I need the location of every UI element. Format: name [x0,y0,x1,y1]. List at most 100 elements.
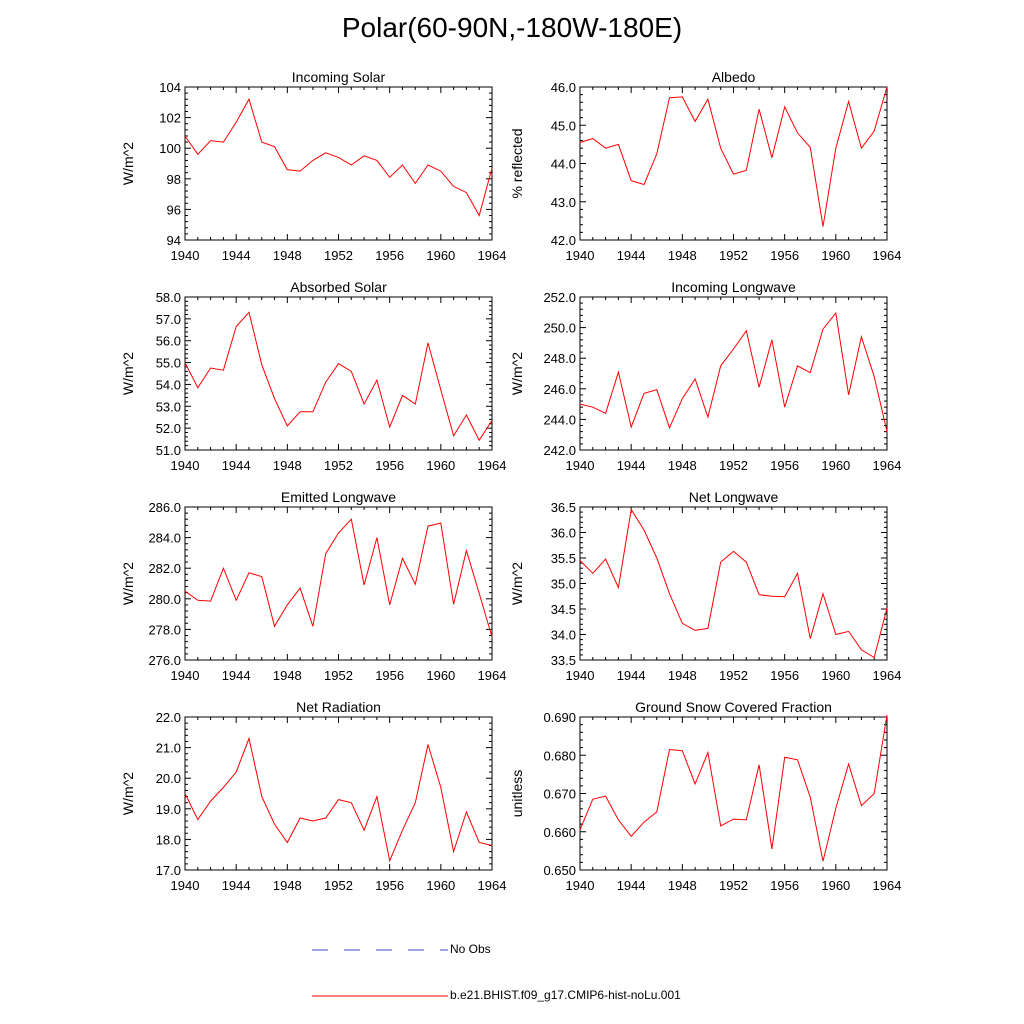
chart-panel-4: 1940 1944 1948 1952 1956 1960 1964 276.0 278.0 28… [120,489,506,683]
y-tick-label: 0.680 [543,748,576,763]
x-tick-label: 1956 [375,248,404,263]
y-axis-label: W/m^2 [509,352,525,395]
x-tick-label: 1956 [770,878,799,893]
plot-frame [579,716,888,871]
x-tick-label: 1956 [375,668,404,683]
chart-panel-3: 1940 1944 1948 1952 1956 1960 1964 242.0 244.0 24… [509,279,901,473]
y-tick-label: 246.0 [543,382,576,397]
x-tick-label: 1940 [566,458,595,473]
x-tick-label: 1956 [770,458,799,473]
y-tick-label: 18.0 [156,832,181,847]
y-tick-label: 280.0 [148,592,181,607]
x-tick-label: 1952 [719,668,748,683]
y-tick-label: 35.0 [551,577,576,592]
x-tick-label: 1956 [375,458,404,473]
x-tick-label: 1956 [770,668,799,683]
series-line [579,86,888,227]
x-tick-label: 1964 [873,248,902,263]
series-line [184,311,493,442]
y-axis-label: W/m^2 [120,562,136,605]
panel-title: Net Longwave [689,489,779,505]
panel-title: Albedo [712,69,756,85]
x-tick-label: 1944 [222,668,251,683]
y-axis-label: unitless [509,770,525,817]
legend [312,949,448,997]
x-tick-label: 1944 [222,878,251,893]
x-tick-label: 1940 [171,668,200,683]
x-tick-label: 1960 [426,458,455,473]
x-tick-label: 1964 [478,668,507,683]
y-tick-label: 42.0 [551,233,576,248]
x-tick-label: 1964 [873,668,902,683]
y-axis-label: W/m^2 [120,772,136,815]
y-tick-label: 284.0 [148,531,181,546]
y-tick-label: 57.0 [156,312,181,327]
y-tick-label: 0.650 [543,863,576,878]
x-tick-label: 1964 [478,458,507,473]
x-tick-label: 1960 [821,458,850,473]
y-tick-label: 282.0 [148,561,181,576]
y-axis-label: W/m^2 [509,562,525,605]
y-tick-label: 104 [159,80,181,95]
y-tick-label: 96 [167,202,181,217]
x-tick-label: 1956 [375,878,404,893]
y-tick-label: 46.0 [551,80,576,95]
x-tick-label: 1956 [770,248,799,263]
x-tick-label: 1940 [566,668,595,683]
x-tick-label: 1944 [617,458,646,473]
plot-frame [184,506,493,661]
y-tick-label: 56.0 [156,334,181,349]
x-tick-label: 1948 [668,458,697,473]
x-tick-label: 1944 [222,248,251,263]
x-tick-label: 1960 [426,248,455,263]
y-tick-label: 98 [167,172,181,187]
y-tick-label: 286.0 [148,500,181,515]
x-tick-label: 1960 [821,248,850,263]
y-tick-label: 44.0 [551,157,576,172]
x-tick-label: 1948 [273,248,302,263]
x-tick-label: 1940 [171,248,200,263]
y-tick-label: 250.0 [543,321,576,336]
x-tick-label: 1940 [171,458,200,473]
y-tick-label: 54.0 [156,377,181,392]
y-tick-label: 36.0 [551,526,576,541]
y-tick-label: 100 [159,141,181,156]
y-tick-label: 33.5 [551,653,576,668]
y-tick-label: 244.0 [543,412,576,427]
x-tick-label: 1952 [719,248,748,263]
panel-title: Incoming Longwave [671,279,796,295]
x-tick-label: 1960 [426,668,455,683]
x-tick-label: 1952 [324,878,353,893]
panel-title: Absorbed Solar [290,279,387,295]
plot-frame [184,296,493,451]
y-tick-label: 94 [167,233,181,248]
plot-frame [579,296,888,451]
chart-panel-0: 1940 1944 1948 1952 1956 1960 1964 94 96 98 100 102… [120,69,506,263]
y-tick-label: 55.0 [156,356,181,371]
y-tick-label: 0.690 [543,710,576,725]
y-tick-label: 43.0 [551,195,576,210]
x-tick-label: 1964 [873,458,902,473]
y-tick-label: 17.0 [156,863,181,878]
x-tick-label: 1960 [821,668,850,683]
x-tick-label: 1948 [668,248,697,263]
plot-frame [579,86,888,241]
figure-title: Polar(60-90N,-180W-180E) [341,12,683,43]
y-tick-label: 0.670 [543,787,576,802]
x-tick-label: 1948 [668,878,697,893]
plot-frame [579,506,888,661]
x-tick-label: 1948 [273,458,302,473]
y-tick-label: 51.0 [156,443,181,458]
x-tick-label: 1952 [324,668,353,683]
y-tick-label: 19.0 [156,802,181,817]
plot-frame [184,86,493,241]
y-tick-label: 248.0 [543,351,576,366]
panel-title: Emitted Longwave [281,489,396,505]
x-tick-label: 1948 [273,878,302,893]
y-axis-label: W/m^2 [120,142,136,185]
x-tick-label: 1952 [324,248,353,263]
legend-label-model: b.e21.BHIST.f09_g17.CMIP6-hist-noLu.001 [450,988,681,1002]
x-tick-label: 1940 [566,248,595,263]
y-tick-label: 0.660 [543,825,576,840]
y-axis-label: W/m^2 [120,352,136,395]
